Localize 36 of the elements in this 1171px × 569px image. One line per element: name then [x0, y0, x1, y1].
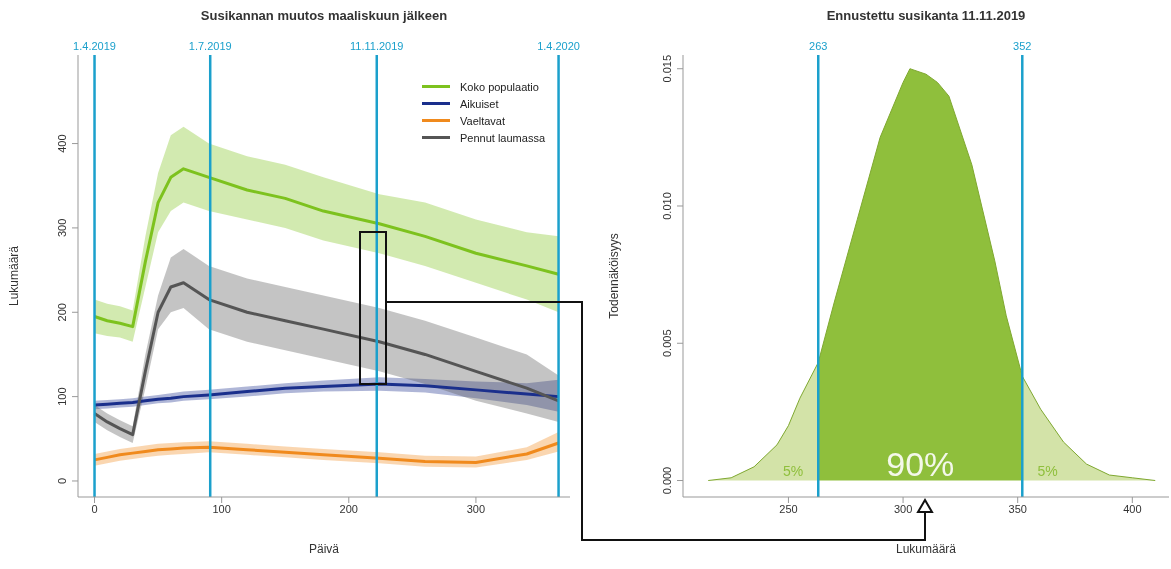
ref-line-label: 263 [809, 40, 828, 52]
x-tick-label: 300 [893, 502, 913, 515]
legend-label: Pennut laumassa [460, 131, 545, 144]
x-tick-label: 200 [339, 502, 358, 515]
y-tick-label: 300 [56, 218, 68, 238]
annotation: 90% [886, 444, 955, 483]
x-tick-label: 250 [779, 502, 798, 515]
ref-line-label: 1.4.2020 [537, 40, 580, 52]
x-axis-title: Päivä [308, 542, 340, 556]
y-tick-label: 200 [56, 303, 68, 322]
y-axis-title: Todennäköisyys [607, 233, 622, 319]
annotation: 5% [782, 462, 804, 479]
ref-line-label: 1.4.2019 [73, 40, 116, 52]
ref-line-label: 352 [1013, 40, 1032, 52]
legend-label: Koko populaatio [460, 80, 539, 93]
x-tick-label: 0 [91, 502, 98, 515]
y-tick-label: 0.010 [661, 192, 673, 220]
y-tick-label: 100 [56, 387, 68, 406]
ref-line-label: 1.7.2019 [188, 40, 232, 52]
legend-label: Vaeltavat [460, 114, 506, 127]
y-tick-label: 0.015 [661, 54, 673, 83]
y-tick-label: 0.000 [661, 466, 673, 495]
chart-title: Ennustettu susikanta 11.11.2019 [825, 8, 1027, 23]
x-tick-label: 100 [212, 502, 231, 515]
legend-label: Aikuiset [460, 97, 499, 110]
x-axis-title: Lukumäärä [895, 542, 957, 556]
annotation: 5% [1037, 462, 1058, 479]
x-tick-label: 400 [1123, 502, 1142, 515]
y-tick-label: 0.005 [661, 329, 673, 358]
x-tick-label: 300 [466, 502, 486, 515]
y-tick-label: 400 [56, 134, 68, 153]
chart-title: Susikannan muutos maaliskuun jälkeen [199, 8, 449, 23]
ref-line-label: 11.11.2019 [350, 40, 404, 52]
y-tick-label: 0 [56, 477, 68, 485]
y-axis-title: Lukumäärä [7, 245, 22, 307]
x-tick-label: 350 [1008, 502, 1027, 515]
